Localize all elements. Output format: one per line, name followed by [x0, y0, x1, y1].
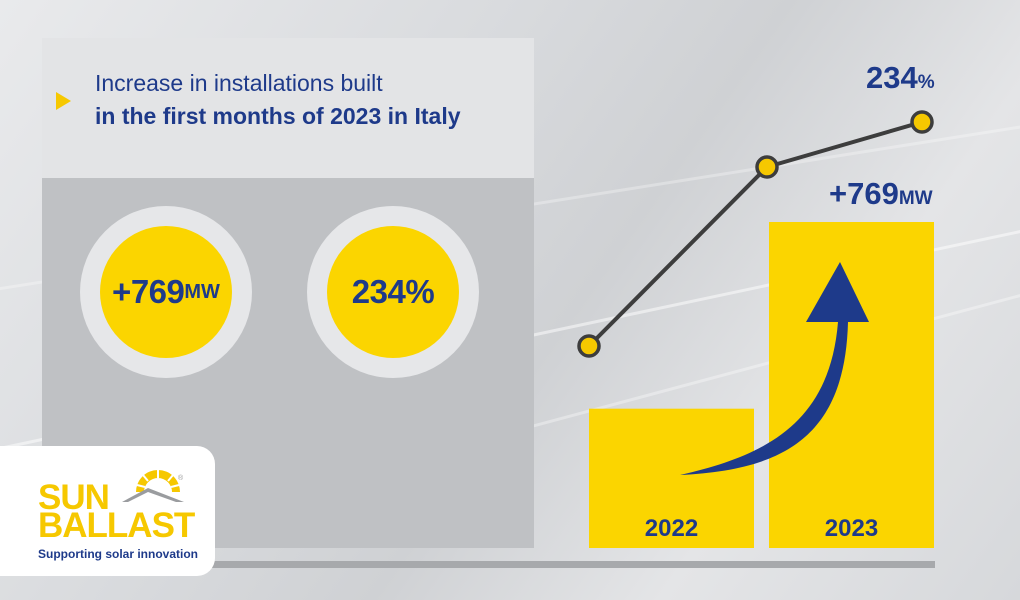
- chart-baseline: [200, 561, 935, 568]
- stat-installed-value: +769: [112, 273, 185, 310]
- bar-2023-annotation: +769MW: [829, 176, 933, 212]
- stat-percent-value: 234%: [351, 273, 435, 310]
- panel-header: Increase in installations built in the f…: [42, 38, 534, 178]
- brand-name-line1: SUN: [38, 478, 110, 517]
- brand-name-line2: BALLAST: [38, 506, 195, 545]
- growth-arrow-icon: [680, 262, 869, 475]
- bar-2023: [769, 222, 934, 548]
- triangle-bullet-icon: [56, 92, 71, 110]
- registered-mark: ®: [178, 475, 184, 482]
- line-annotation-unit: %: [917, 72, 935, 93]
- line-2023-annotation: 234%: [866, 60, 935, 96]
- stat-installed-unit: MW: [184, 280, 220, 303]
- line-point-0: [577, 334, 601, 358]
- stat-circle-inner: 234%: [327, 226, 459, 358]
- x-tick-label-2023: 2023: [825, 515, 878, 542]
- brand-logo-card: [0, 446, 215, 576]
- bar-2022: [589, 408, 754, 548]
- title-line-2: in the first months of 2023 in Italy: [95, 103, 461, 129]
- stat-circle-inner: +769 MW: [100, 226, 232, 358]
- title-line-1: Increase in installations built: [95, 70, 383, 96]
- brand-tagline: Supporting solar innovation: [38, 547, 198, 561]
- x-tick-label-2022: 2022: [645, 515, 698, 542]
- line-annotation-value: 234: [866, 60, 918, 95]
- stat-circle-percent: 234%: [307, 206, 479, 378]
- bar-annotation-unit: MW: [898, 188, 933, 209]
- stat-circle-installed: +769 MW: [80, 206, 252, 378]
- line-point-1: [755, 155, 779, 179]
- bar-annotation-value: +769: [829, 176, 899, 211]
- sun-panel-logo-icon: [122, 470, 184, 502]
- line-point-2: [910, 110, 934, 134]
